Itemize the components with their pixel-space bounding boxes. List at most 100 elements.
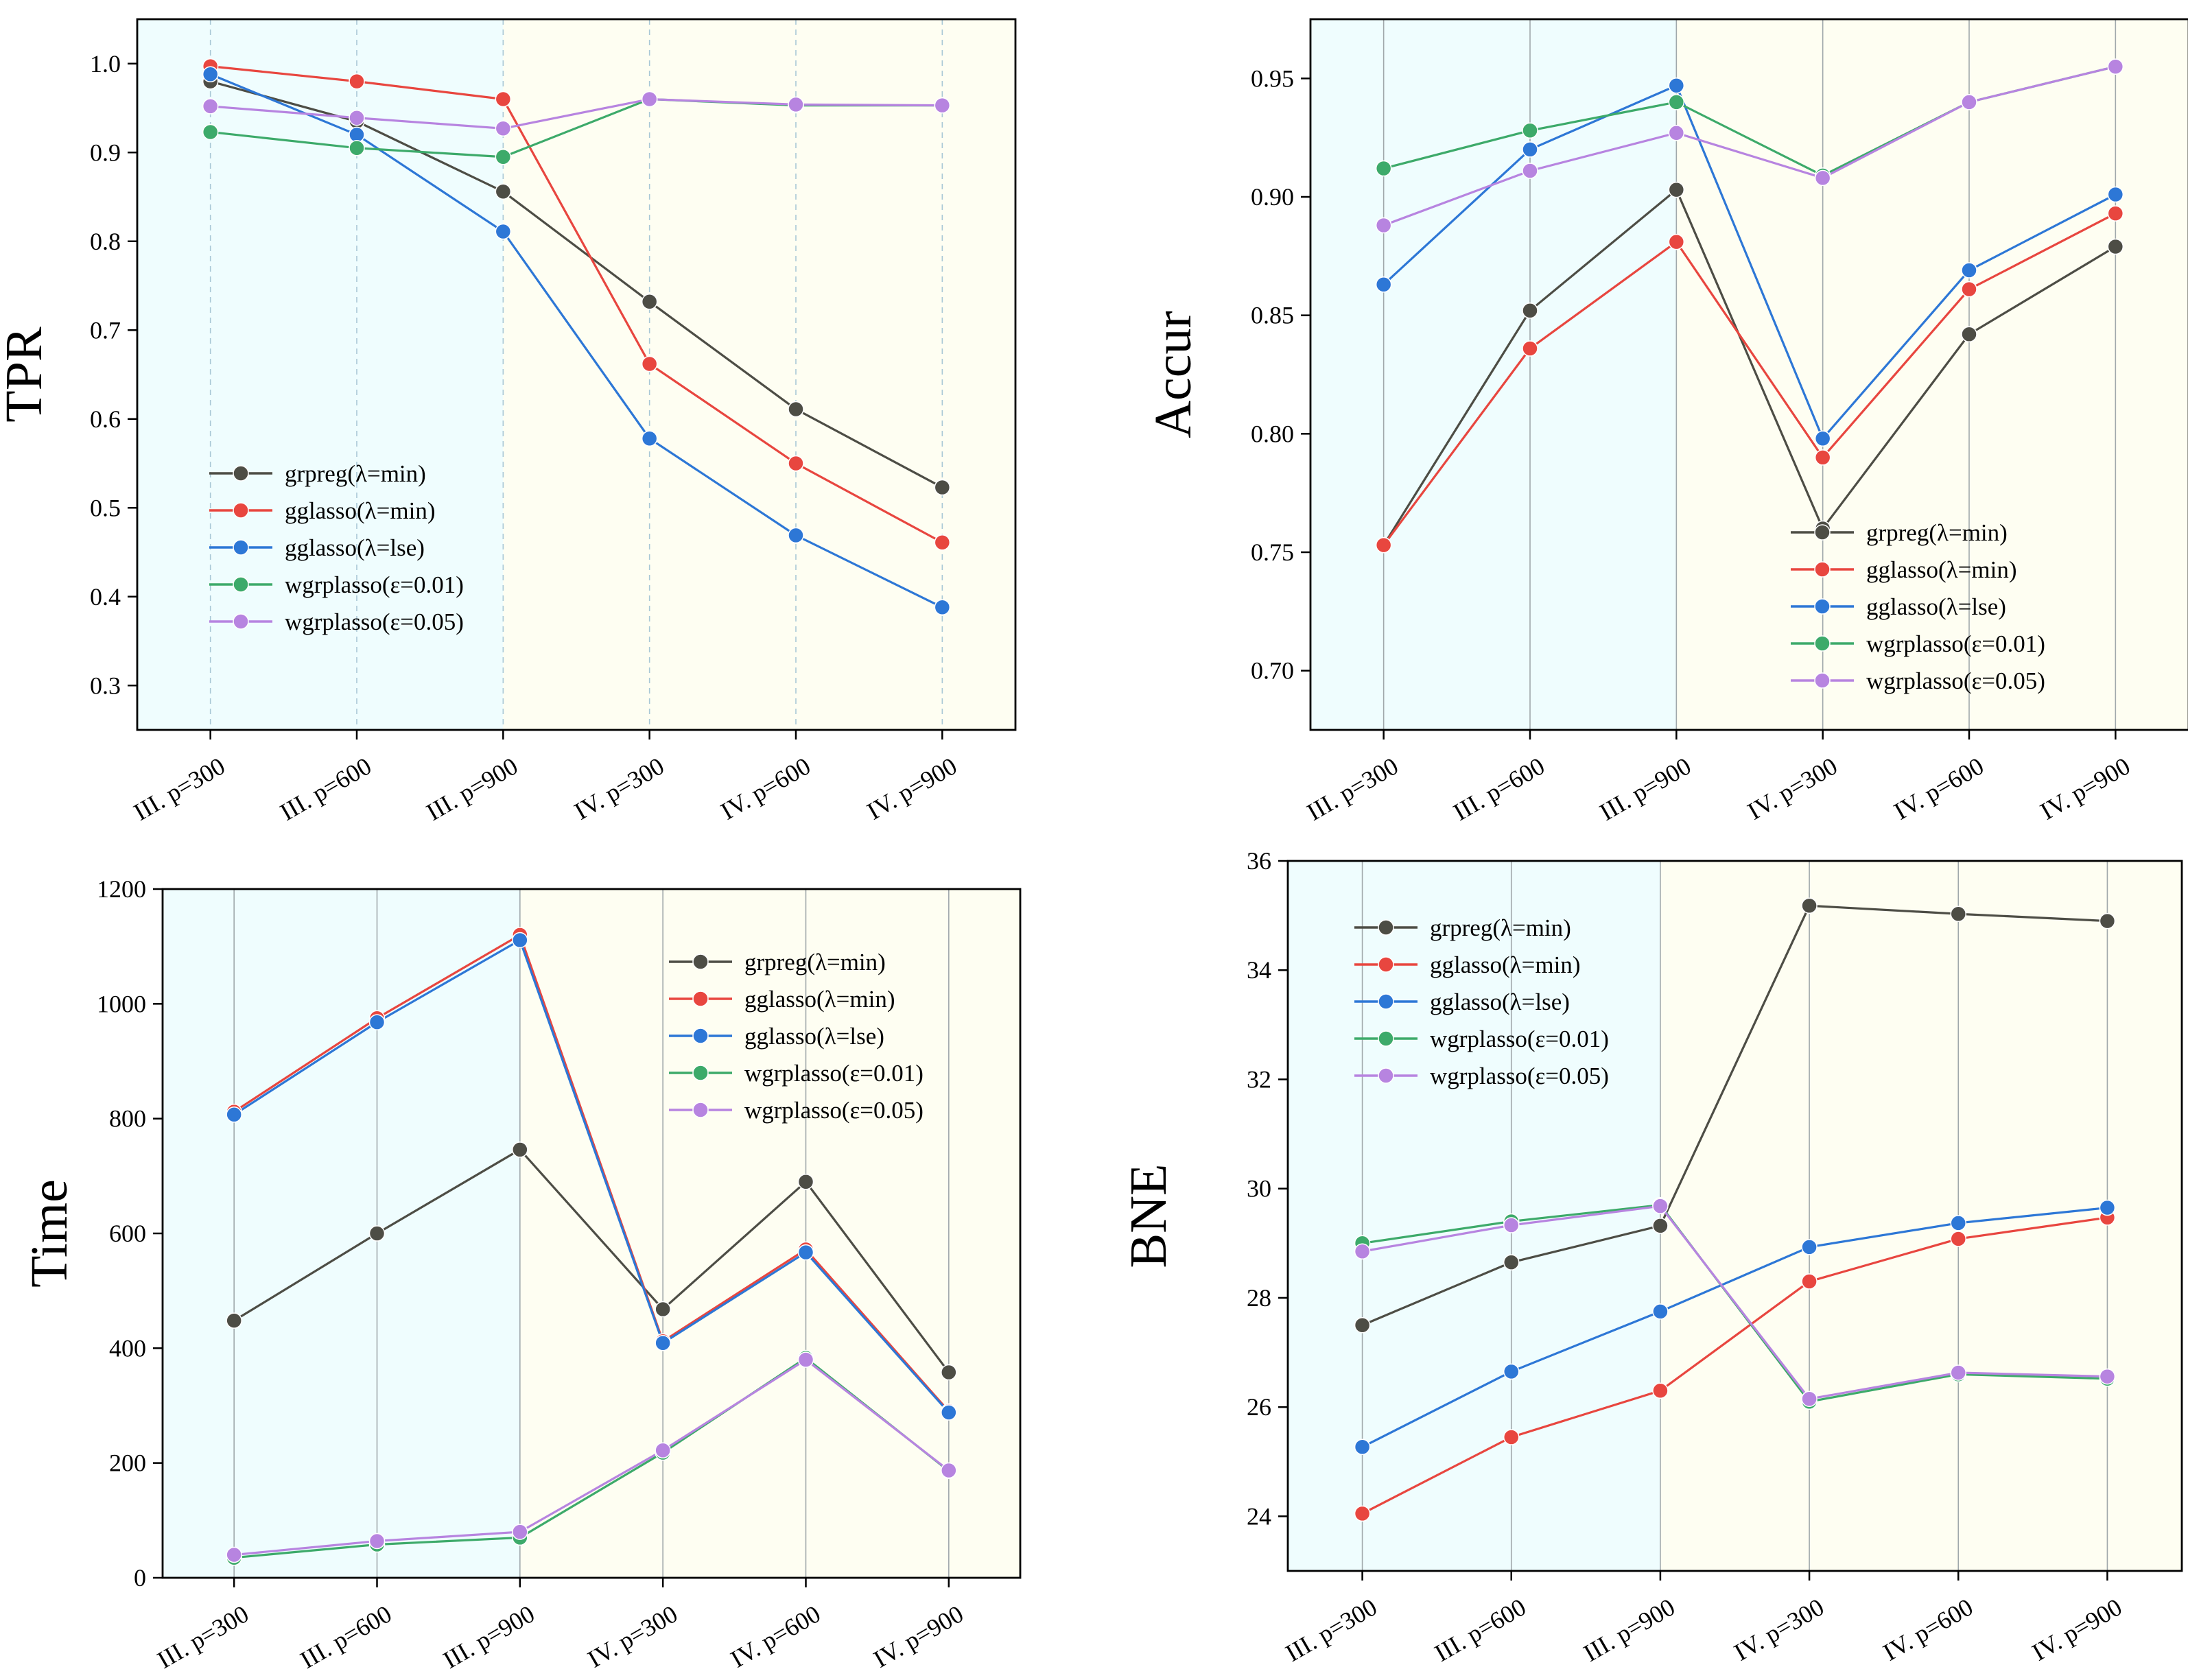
accur-gglasso-min-point — [1814, 449, 1831, 466]
time-ytick-label: 1200 — [97, 875, 146, 903]
accur-gglasso-min-point — [1375, 536, 1392, 554]
bne-wgrplasso-005-point — [2099, 1368, 2116, 1385]
accur-xtick-label: III. p=300 — [1302, 752, 1403, 826]
accur-grpreg-line — [1383, 188, 2117, 546]
tpr-ytick-label: 0.8 — [90, 228, 121, 255]
bne-wgrplasso-005-point — [1503, 1217, 1520, 1233]
time-gglasso-lse-line — [233, 938, 950, 1414]
bne-ytick-label: 26 — [1247, 1393, 1271, 1421]
accur-gglasso-lse-point — [1375, 276, 1392, 293]
tpr-xtick-label: III. p=300 — [129, 752, 230, 826]
tpr-legend-swatch-marker — [233, 539, 249, 556]
time-xtick-label: III. p=900 — [438, 1600, 539, 1674]
accur-ytick-label: 0.80 — [1251, 420, 1294, 447]
tpr-legend-label: wgrplasso(ε=0.01) — [285, 571, 464, 598]
time-legend-swatch-marker — [692, 991, 709, 1007]
time-grpreg-point — [797, 1173, 814, 1190]
accur-xtick-label: IV. p=300 — [1743, 752, 1842, 825]
time-ytick-label: 1000 — [97, 990, 146, 1017]
tpr-ylabel: TPR — [0, 327, 53, 423]
accur-ytick-label: 0.95 — [1251, 64, 1294, 92]
accur-grpreg-point — [1522, 303, 1538, 319]
accur-gglasso-min-point — [1961, 281, 1977, 298]
accur-legend-swatch-marker — [1814, 635, 1831, 652]
bne-gglasso-lse-point — [1503, 1363, 1520, 1380]
bne-grpreg-line — [1361, 904, 2108, 1327]
time-legend-label: gglasso(λ=min) — [744, 986, 895, 1013]
time-ylabel: Time — [21, 1179, 78, 1288]
tpr-gglasso-lse-point — [202, 66, 219, 83]
accur-wgrplasso-001-point — [1522, 122, 1538, 139]
accur-ytick-label: 0.85 — [1251, 302, 1294, 329]
accur-wgrplasso-005-point — [2107, 58, 2124, 75]
tpr-bg-left — [137, 19, 504, 730]
tpr-ytick-label: 0.9 — [90, 139, 121, 166]
tpr-plot-frame — [136, 18, 1017, 731]
bne-legend-swatch-marker — [1378, 1030, 1394, 1047]
accur-xtick-label: IV. p=600 — [1890, 752, 1988, 825]
time-chart: 0 200 400 600 800 1000 1200 III. p=300 III. p=60… — [21, 875, 1022, 1674]
accur-wgrplasso-005-point — [1522, 163, 1538, 179]
bne-ytick-label: 36 — [1247, 847, 1271, 875]
time-wgrplasso-005-line — [234, 1358, 950, 1557]
time-xtick-label: III. p=300 — [152, 1600, 253, 1674]
tpr-chart: 0.3 0.4 0.5 0.6 0.7 0.8 0.9 1.0 III. p=300 III. p… — [0, 18, 1017, 826]
bne-grpreg-point — [1503, 1254, 1520, 1270]
accur-wgrplasso-005-point — [1961, 94, 1977, 110]
bne-gglasso-lse-line — [1361, 1206, 2108, 1448]
accur-legend-label: wgrplasso(ε=0.05) — [1866, 667, 2045, 694]
tpr-wgrplasso-001-point — [202, 123, 219, 141]
tpr-ytick-label: 0.3 — [90, 672, 121, 699]
bne-gglasso-min-point — [1801, 1273, 1818, 1290]
tpr-ytick-label: 1.0 — [90, 50, 121, 78]
tpr-wgrplasso-005-point — [641, 91, 658, 108]
bne-gglasso-lse-point — [1652, 1303, 1669, 1320]
time-legend-label: gglasso(λ=lse) — [744, 1023, 884, 1050]
time-gglasso-lse-point — [226, 1107, 242, 1123]
tpr-grpreg-point — [934, 479, 951, 496]
tpr-legend-swatch-marker — [233, 465, 249, 482]
tpr-legend-swatch-marker — [233, 576, 249, 593]
tpr-bg-right — [503, 19, 1015, 730]
accur-grpreg-point — [1668, 181, 1685, 198]
tpr-legend-label: wgrplasso(ε=0.05) — [285, 608, 464, 635]
bne-grpreg-point — [1801, 897, 1818, 914]
accur-xtick-label: III. p=600 — [1448, 752, 1549, 826]
tpr-xtick-label: III. p=600 — [275, 752, 376, 826]
bne-legend-label: wgrplasso(ε=0.01) — [1430, 1026, 1609, 1052]
bne-gglasso-min-line — [1361, 1216, 2108, 1515]
tpr-gglasso-lse-point — [788, 527, 804, 544]
bne-xtick-label: III. p=300 — [1281, 1593, 1382, 1667]
accur-ytick-label: 0.75 — [1251, 539, 1294, 566]
bne-legend-label: grpreg(λ=min) — [1430, 914, 1571, 941]
tpr-wgrplasso-005-point — [934, 97, 951, 114]
accur-wgrplasso-005-point — [1375, 217, 1392, 234]
bne-legend-swatch-marker — [1378, 993, 1394, 1010]
accur-grpreg-point — [1961, 326, 1977, 343]
tpr-ytick-label: 0.7 — [90, 316, 121, 344]
tpr-wgrplasso-005-line — [210, 97, 943, 130]
bne-wgrplasso-005-point — [1354, 1243, 1371, 1259]
time-gglasso-lse-point — [941, 1404, 957, 1421]
time-legend-swatch-marker — [692, 1028, 709, 1044]
bne-wgrplasso-005-point — [1652, 1198, 1669, 1214]
accur-ytick-label: 0.90 — [1251, 183, 1294, 211]
tpr-ytick-label: 0.6 — [90, 405, 121, 433]
time-ytick-label: 800 — [109, 1105, 146, 1133]
bne-legend-label: gglasso(λ=lse) — [1430, 989, 1570, 1015]
accur-plot-frame — [1309, 18, 2188, 731]
tpr-gglasso-min-point — [788, 455, 804, 472]
accur-grpreg-point — [2107, 238, 2124, 255]
bne-legend-swatch-marker — [1378, 1067, 1394, 1084]
tpr-gglasso-min-point — [641, 355, 658, 372]
tpr-xtick-label: III. p=900 — [422, 752, 523, 826]
bne-grpreg-point — [1950, 906, 1966, 922]
tpr-ytick-label: 0.4 — [90, 583, 121, 611]
time-xtick-label: IV. p=600 — [726, 1600, 825, 1672]
accur-wgrplasso-001-point — [1668, 94, 1685, 110]
accur-wgrplasso-005-point — [1668, 125, 1685, 141]
accur-legend: grpreg(λ=min) gglasso(λ=min) gglasso(λ=lse… — [1791, 519, 2045, 694]
time-grpreg-point — [941, 1364, 957, 1381]
tpr-gglasso-min-line — [210, 65, 943, 544]
